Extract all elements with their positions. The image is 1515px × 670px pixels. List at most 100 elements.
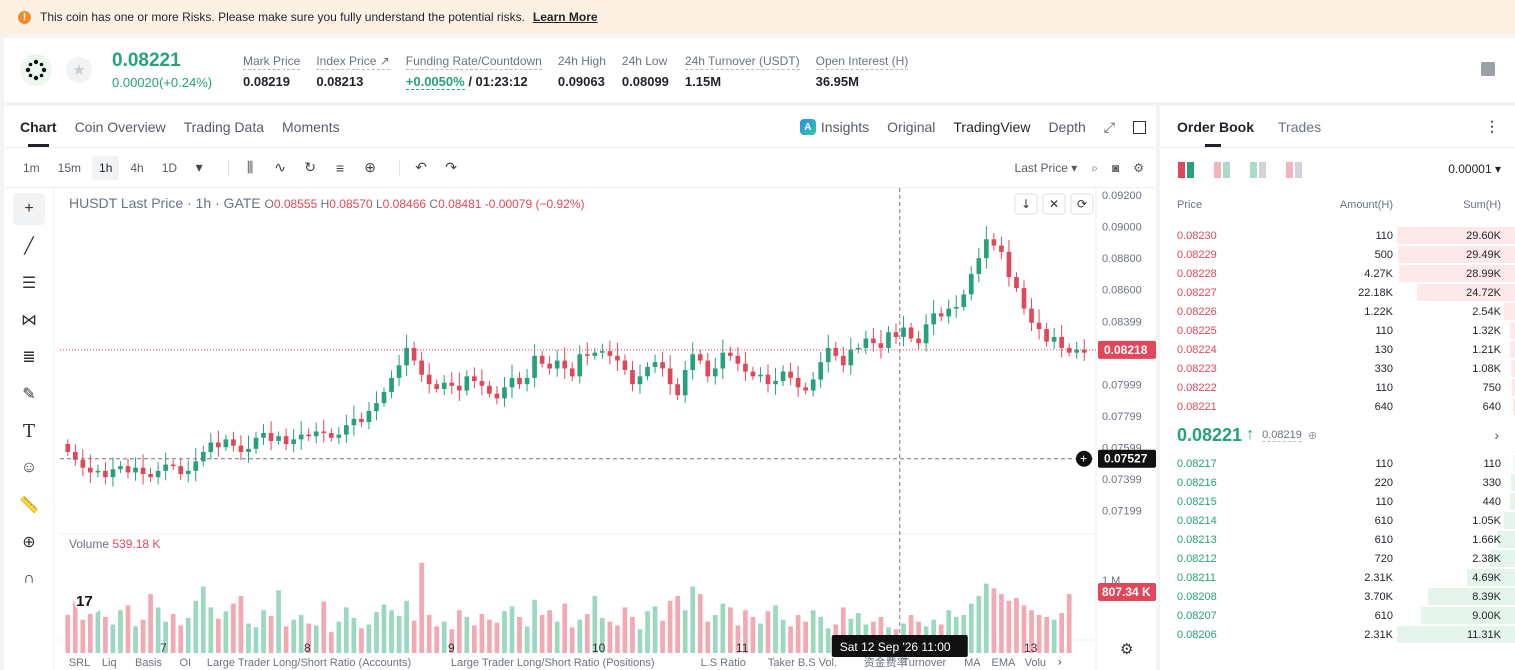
volume-bar [449, 629, 455, 653]
candle-body [886, 332, 891, 348]
bids-only-icon[interactable] [1250, 162, 1266, 178]
brush-icon[interactable]: ✎ [22, 386, 36, 403]
stat-label[interactable]: Open Interest (H) [815, 53, 909, 70]
bid-row[interactable]: 0.08217 110 110 [1160, 454, 1515, 473]
candle-body [344, 425, 349, 435]
tab-order-book[interactable]: Order Book [1177, 118, 1255, 147]
volume-bar [72, 600, 78, 653]
ask-row[interactable]: 0.08223 330 1.08K [1160, 359, 1515, 378]
volume-bar [411, 620, 417, 653]
ask-row[interactable]: 0.08229 500 29.49K [1160, 245, 1515, 264]
candle-body [313, 431, 319, 437]
ask-row[interactable]: 0.08225 110 1.32K [1160, 321, 1515, 340]
ask-row[interactable]: 0.08230 110 29.60K [1160, 226, 1515, 245]
ask-row[interactable]: 0.08221 640 640 [1160, 397, 1515, 416]
ask-sum: 1.32K [1472, 324, 1501, 337]
expand-icon[interactable]: ⤢ [1103, 118, 1115, 135]
ask-row[interactable]: 0.08227 22.18K 24.72K [1160, 283, 1515, 302]
add-icon[interactable]: ⊕ [364, 159, 376, 175]
stat-label[interactable]: Index Price ↗ [316, 53, 390, 70]
redo-icon[interactable]: ↷ [445, 159, 457, 175]
bid-row[interactable]: 0.08211 2.31K 4.69K [1160, 568, 1515, 587]
ask-row[interactable]: 0.08228 4.27K 28.99K [1160, 264, 1515, 283]
precision-select[interactable]: 0.00001 ▾ [1448, 162, 1501, 176]
bid-row[interactable]: 0.08206 2.31K 11.31K [1160, 625, 1515, 644]
fullscreen-icon[interactable] [1133, 120, 1146, 134]
bid-row[interactable]: 0.08207 610 9.00K [1160, 606, 1515, 625]
stat-label[interactable]: Funding Rate/Countdown [405, 53, 542, 70]
ask-row[interactable]: 0.08224 130 1.21K [1160, 340, 1515, 359]
interval-1m[interactable]: 1m [23, 160, 40, 175]
candle-body [185, 470, 191, 475]
ask-price: 0.08225 [1177, 324, 1217, 337]
tab-trading-data[interactable]: Trading Data [183, 118, 265, 135]
asks-only-icon[interactable] [1286, 162, 1302, 178]
volume-bar [743, 610, 748, 653]
ask-row[interactable]: 0.08226 1.22K 2.54K [1160, 302, 1515, 321]
both-sides-icon[interactable] [1178, 162, 1194, 178]
favorite-star-icon[interactable]: ★ [66, 57, 92, 83]
fib-icon[interactable]: ≣ [22, 349, 36, 366]
candles-icon[interactable]: ⫼ [246, 159, 254, 175]
crosshair-icon[interactable]: + [13, 193, 45, 225]
depth-bar [1510, 360, 1515, 377]
emoji-icon[interactable]: ☺ [20, 459, 38, 476]
replay-icon[interactable]: ↻ [304, 159, 316, 175]
bid-row[interactable]: 0.08216 220 330 [1160, 473, 1515, 492]
book-icon[interactable] [1481, 62, 1495, 76]
volume-bar [615, 625, 620, 653]
camera-icon[interactable]: ◙ [1111, 161, 1120, 175]
zoom-in-icon[interactable]: ⊕ [22, 534, 36, 551]
learn-more-link[interactable]: Learn More [532, 10, 598, 24]
view-tradingview[interactable]: TradingView [953, 119, 1031, 135]
tab-trades[interactable]: Trades [1278, 118, 1322, 135]
horizontal-lines-icon[interactable]: ☰ [21, 275, 37, 292]
ask-row[interactable]: 0.08222 110 750 [1160, 378, 1515, 397]
chevron-right-icon[interactable]: › [1494, 427, 1499, 443]
price-source-select[interactable]: Last Price ▾ [1014, 161, 1078, 175]
ask-amount: 640 [1374, 400, 1393, 413]
price-chart[interactable]: 0.092000.090000.088000.086000.083990.081… [60, 188, 1156, 670]
bid-row[interactable]: 0.08215 110 440 [1160, 492, 1515, 511]
search-icon[interactable]: ⌕ [1091, 160, 1098, 175]
bid-row[interactable]: 0.08208 3.70K 8.39K [1160, 587, 1515, 606]
text-icon[interactable]: T [22, 420, 35, 442]
bid-price: 0.08212 [1177, 552, 1217, 565]
bid-row[interactable]: 0.08212 720 2.38K [1160, 549, 1515, 568]
trendline-icon[interactable]: ╱ [24, 238, 34, 255]
ruler-icon[interactable]: 📏 [19, 497, 39, 514]
mixed-view-icon[interactable] [1214, 162, 1230, 178]
view-original[interactable]: Original [887, 119, 936, 135]
arrow-down-icon-frame [1014, 193, 1038, 215]
pattern-icon[interactable]: ⋈ [21, 312, 37, 329]
volume-bar [110, 624, 116, 653]
bid-price: 0.08206 [1177, 628, 1217, 641]
gear-icon[interactable]: ⚙ [1133, 161, 1144, 175]
ask-amount: 330 [1374, 362, 1393, 375]
volume-bar [660, 620, 665, 653]
stat-label[interactable]: 24h Turnover (USDT) [684, 53, 800, 70]
interval-1d[interactable]: 1D [161, 160, 178, 175]
volume-bar [961, 615, 967, 653]
stat-label[interactable]: Mark Price [243, 53, 301, 70]
undo-icon[interactable]: ↶ [415, 159, 427, 175]
bid-row[interactable]: 0.08214 610 1.05K [1160, 511, 1515, 530]
countdown-value: / 01:23:12 [468, 73, 528, 89]
indicators-icon[interactable]: ∿ [274, 159, 286, 175]
caret-down-icon[interactable]: ▾ [195, 159, 203, 175]
candle-body [1066, 347, 1072, 353]
insights-button[interactable]: A Insights [799, 119, 869, 135]
interval-1h[interactable]: 1h [92, 155, 120, 180]
tab-moments[interactable]: Moments [282, 118, 340, 135]
interval-4h[interactable]: 4h [130, 160, 144, 175]
tab-chart[interactable]: Chart [20, 118, 57, 147]
tab-coin-overview[interactable]: Coin Overview [74, 118, 166, 135]
info-icon[interactable]: ⊕ [1307, 429, 1318, 442]
templates-icon[interactable]: ≡ [335, 159, 345, 176]
view-depth[interactable]: Depth [1048, 119, 1086, 135]
interval-15m[interactable]: 15m [57, 160, 82, 175]
candle-body [231, 439, 236, 446]
magnet-icon[interactable]: ∩ [23, 570, 35, 587]
bid-row[interactable]: 0.08213 610 1.66K [1160, 530, 1515, 549]
more-icon[interactable]: ⋮ [1485, 118, 1499, 134]
